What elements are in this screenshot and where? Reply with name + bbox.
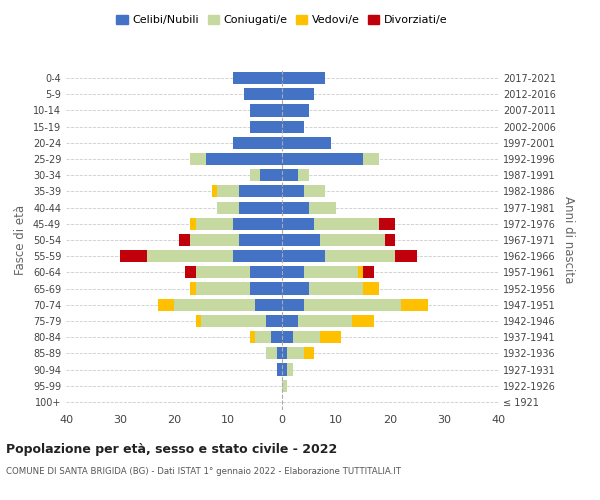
Bar	[282, 380, 287, 392]
Bar	[385, 234, 395, 246]
Bar	[401, 298, 428, 311]
Bar	[282, 315, 298, 327]
Bar	[179, 234, 190, 246]
Bar	[304, 298, 401, 311]
Bar	[233, 72, 282, 84]
Bar	[314, 218, 379, 230]
Bar	[266, 315, 282, 327]
Bar	[282, 282, 309, 294]
Bar	[174, 298, 255, 311]
Bar	[309, 282, 363, 294]
Bar	[206, 153, 282, 165]
Bar	[304, 266, 358, 278]
Bar	[282, 169, 298, 181]
Bar	[282, 331, 293, 343]
Bar	[352, 315, 374, 327]
Bar	[233, 218, 282, 230]
Bar	[250, 331, 255, 343]
Bar	[277, 348, 282, 360]
Bar	[255, 331, 271, 343]
Bar	[158, 298, 174, 311]
Bar	[196, 315, 201, 327]
Bar	[250, 282, 282, 294]
Bar	[271, 331, 282, 343]
Bar	[282, 250, 325, 262]
Bar	[282, 364, 287, 376]
Bar	[293, 331, 320, 343]
Bar	[217, 186, 239, 198]
Bar	[196, 218, 233, 230]
Bar	[255, 298, 282, 311]
Text: COMUNE DI SANTA BRIGIDA (BG) - Dati ISTAT 1° gennaio 2022 - Elaborazione TUTTITA: COMUNE DI SANTA BRIGIDA (BG) - Dati ISTA…	[6, 468, 401, 476]
Bar	[239, 234, 282, 246]
Bar	[363, 282, 379, 294]
Y-axis label: Fasce di età: Fasce di età	[14, 205, 27, 275]
Bar	[266, 348, 277, 360]
Bar	[320, 331, 341, 343]
Bar	[282, 266, 304, 278]
Bar	[250, 266, 282, 278]
Text: Popolazione per età, sesso e stato civile - 2022: Popolazione per età, sesso e stato civil…	[6, 442, 337, 456]
Bar	[282, 202, 309, 213]
Bar	[309, 202, 336, 213]
Bar	[233, 137, 282, 149]
Bar	[190, 234, 239, 246]
Bar	[358, 266, 363, 278]
Bar	[298, 315, 352, 327]
Bar	[282, 218, 314, 230]
Bar	[250, 104, 282, 117]
Bar	[363, 153, 379, 165]
Bar	[282, 72, 325, 84]
Bar	[325, 250, 395, 262]
Bar	[304, 348, 314, 360]
Bar	[287, 364, 293, 376]
Bar	[190, 282, 196, 294]
Bar	[244, 88, 282, 101]
Bar	[282, 234, 320, 246]
Bar	[147, 250, 233, 262]
Bar	[239, 186, 282, 198]
Bar	[239, 202, 282, 213]
Bar	[320, 234, 385, 246]
Bar	[250, 169, 260, 181]
Bar	[190, 218, 196, 230]
Bar	[185, 266, 196, 278]
Bar	[196, 266, 250, 278]
Bar	[282, 298, 304, 311]
Bar	[282, 153, 363, 165]
Bar	[363, 266, 374, 278]
Bar	[282, 137, 331, 149]
Bar	[282, 120, 304, 132]
Bar	[120, 250, 147, 262]
Bar	[233, 250, 282, 262]
Bar	[201, 315, 266, 327]
Bar	[196, 282, 250, 294]
Bar	[212, 186, 217, 198]
Bar	[282, 104, 309, 117]
Bar	[250, 120, 282, 132]
Bar	[277, 364, 282, 376]
Bar	[282, 348, 287, 360]
Y-axis label: Anni di nascita: Anni di nascita	[562, 196, 575, 284]
Bar	[217, 202, 239, 213]
Bar	[287, 348, 304, 360]
Bar	[304, 186, 325, 198]
Bar	[282, 88, 314, 101]
Bar	[282, 186, 304, 198]
Bar	[395, 250, 417, 262]
Bar	[298, 169, 309, 181]
Legend: Celibi/Nubili, Coniugati/e, Vedovi/e, Divorziati/e: Celibi/Nubili, Coniugati/e, Vedovi/e, Di…	[112, 10, 452, 30]
Bar	[190, 153, 206, 165]
Bar	[379, 218, 395, 230]
Bar	[260, 169, 282, 181]
